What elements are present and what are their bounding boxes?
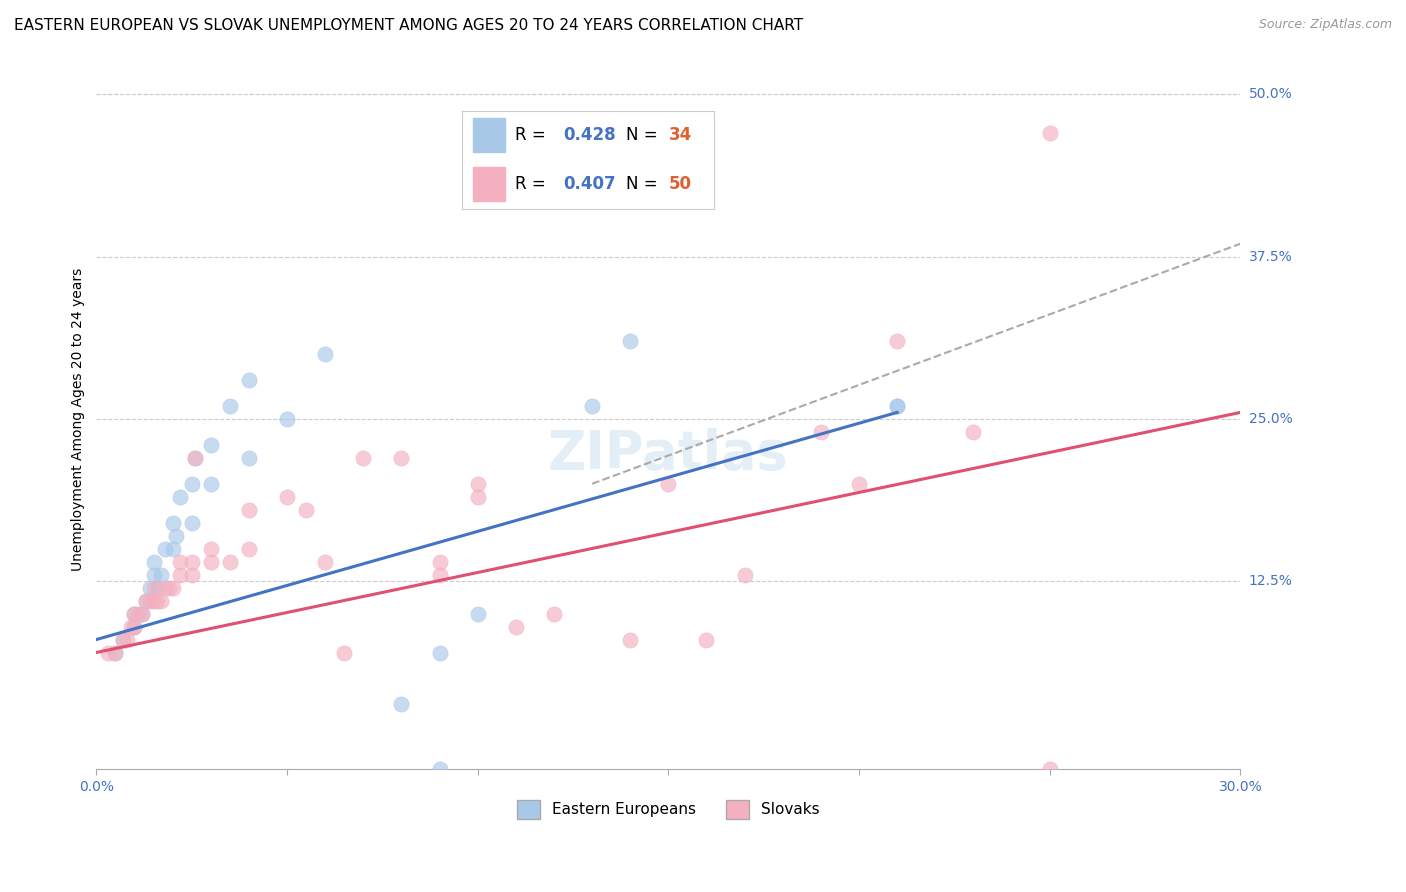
Point: [142, 567, 165, 582]
Point: [218, 555, 240, 569]
Point: [200, 541, 222, 556]
Point: [124, 619, 146, 633]
Point: [97, 646, 120, 660]
Point: [157, 581, 180, 595]
Text: 50.0%: 50.0%: [1249, 87, 1292, 102]
Point: [619, 334, 641, 348]
Y-axis label: Unemployment Among Ages 20 to 24 years: Unemployment Among Ages 20 to 24 years: [72, 268, 86, 571]
Point: [112, 632, 135, 647]
Text: ZIPatlas: ZIPatlas: [548, 428, 789, 480]
Point: [127, 607, 149, 621]
Point: [352, 450, 374, 465]
Point: [467, 476, 489, 491]
Point: [848, 476, 870, 491]
Point: [184, 450, 207, 465]
Point: [146, 593, 169, 607]
Point: [200, 555, 222, 569]
Point: [146, 581, 169, 595]
Point: [429, 646, 451, 660]
Text: 12.5%: 12.5%: [1249, 574, 1292, 588]
Point: [169, 490, 191, 504]
Point: [153, 541, 176, 556]
Point: [467, 490, 489, 504]
Point: [153, 581, 176, 595]
Point: [115, 632, 138, 647]
Point: [429, 762, 451, 776]
Text: Source: ZipAtlas.com: Source: ZipAtlas.com: [1258, 18, 1392, 31]
Point: [131, 607, 153, 621]
Point: [429, 567, 451, 582]
Point: [886, 399, 908, 413]
Point: [886, 334, 908, 348]
Point: [391, 698, 413, 712]
Text: 37.5%: 37.5%: [1249, 250, 1292, 264]
Point: [467, 607, 489, 621]
Point: [165, 529, 187, 543]
Legend: Eastern Europeans, Slovaks: Eastern Europeans, Slovaks: [510, 794, 827, 825]
Point: [295, 502, 318, 516]
Point: [1039, 127, 1062, 141]
Point: [184, 450, 207, 465]
Point: [162, 581, 184, 595]
Point: [276, 490, 298, 504]
Point: [200, 476, 222, 491]
Point: [238, 373, 260, 387]
Point: [142, 593, 165, 607]
Point: [695, 632, 717, 647]
Point: [238, 541, 260, 556]
Point: [142, 581, 165, 595]
Point: [142, 555, 165, 569]
Point: [180, 476, 202, 491]
Point: [135, 593, 157, 607]
Point: [200, 438, 222, 452]
Point: [333, 646, 356, 660]
Point: [150, 593, 173, 607]
Point: [162, 541, 184, 556]
Point: [104, 646, 127, 660]
Point: [112, 632, 135, 647]
Point: [810, 425, 832, 439]
Text: 25.0%: 25.0%: [1249, 412, 1292, 425]
Point: [120, 619, 142, 633]
Point: [124, 619, 146, 633]
Point: [314, 555, 336, 569]
Point: [276, 412, 298, 426]
Point: [734, 567, 756, 582]
Point: [657, 476, 679, 491]
Point: [135, 593, 157, 607]
Point: [886, 399, 908, 413]
Point: [150, 567, 173, 582]
Point: [314, 347, 336, 361]
Point: [543, 607, 565, 621]
Point: [180, 567, 202, 582]
Point: [131, 607, 153, 621]
Point: [962, 425, 984, 439]
Point: [619, 632, 641, 647]
Point: [124, 607, 146, 621]
Point: [238, 502, 260, 516]
Point: [391, 450, 413, 465]
Point: [138, 581, 160, 595]
Point: [138, 593, 160, 607]
Point: [581, 399, 603, 413]
Point: [505, 619, 527, 633]
Point: [429, 555, 451, 569]
Point: [238, 450, 260, 465]
Point: [169, 555, 191, 569]
Point: [218, 399, 240, 413]
Point: [180, 555, 202, 569]
Point: [180, 516, 202, 530]
Text: EASTERN EUROPEAN VS SLOVAK UNEMPLOYMENT AMONG AGES 20 TO 24 YEARS CORRELATION CH: EASTERN EUROPEAN VS SLOVAK UNEMPLOYMENT …: [14, 18, 803, 33]
Point: [124, 607, 146, 621]
Point: [1039, 762, 1062, 776]
Point: [169, 567, 191, 582]
Point: [104, 646, 127, 660]
Point: [162, 516, 184, 530]
